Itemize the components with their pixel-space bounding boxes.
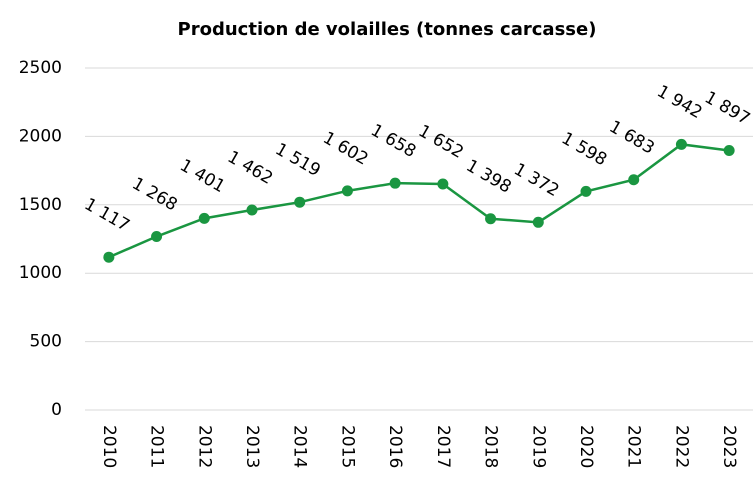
value-label: 1 658 [367, 120, 419, 162]
marker [294, 196, 306, 208]
marker [198, 212, 210, 224]
value-label: 1 897 [701, 88, 753, 130]
value-label: 1 683 [606, 117, 658, 159]
chart-title: Production de volailles (tonnes carcasse… [178, 19, 597, 40]
marker [389, 177, 401, 189]
marker [103, 251, 115, 263]
x-tick-label: 2017 [433, 425, 453, 468]
y-tick-label: 1500 [19, 195, 62, 215]
marker [151, 231, 163, 243]
value-label: 1 117 [81, 194, 133, 236]
x-tick-label: 2012 [194, 425, 214, 468]
marker [723, 144, 735, 156]
x-tick-label: 2021 [624, 425, 644, 468]
marker [246, 204, 258, 216]
marker [485, 213, 497, 225]
y-tick-label: 2500 [19, 58, 62, 78]
line [108, 143, 730, 259]
marker [675, 138, 687, 150]
value-label: 1 602 [319, 128, 371, 170]
x-tick-label: 2015 [337, 425, 357, 468]
y-tick-label: 500 [30, 332, 62, 352]
y-tick-label: 0 [51, 400, 62, 420]
x-tick-label: 2018 [481, 425, 501, 468]
marker [437, 178, 449, 190]
value-label: 1 598 [558, 129, 610, 171]
x-tick-label: 2013 [242, 425, 262, 468]
x-tick-label: 2010 [99, 425, 119, 468]
marker [341, 185, 353, 197]
x-tick-label: 2011 [147, 425, 167, 468]
marker [628, 174, 640, 186]
y-tick-label: 2000 [19, 126, 62, 146]
value-label: 1 462 [224, 147, 276, 189]
y-tick-label: 1000 [19, 263, 62, 283]
value-label: 1 652 [415, 121, 467, 163]
x-tick-label: 2019 [528, 425, 548, 468]
value-label: 1 268 [128, 174, 180, 216]
x-tick-label: 2014 [290, 425, 310, 468]
x-tick-label: 2020 [576, 425, 596, 468]
value-label: 1 372 [510, 159, 562, 201]
value-label: 1 401 [176, 156, 228, 198]
marker [580, 185, 592, 197]
value-label: 1 519 [272, 139, 324, 181]
marker [532, 216, 544, 228]
x-tick-label: 2023 [719, 425, 739, 468]
value-label: 1 398 [462, 156, 514, 198]
value-label: 1 942 [653, 82, 705, 124]
x-tick-label: 2022 [671, 425, 691, 468]
x-tick-label: 2016 [385, 425, 405, 468]
